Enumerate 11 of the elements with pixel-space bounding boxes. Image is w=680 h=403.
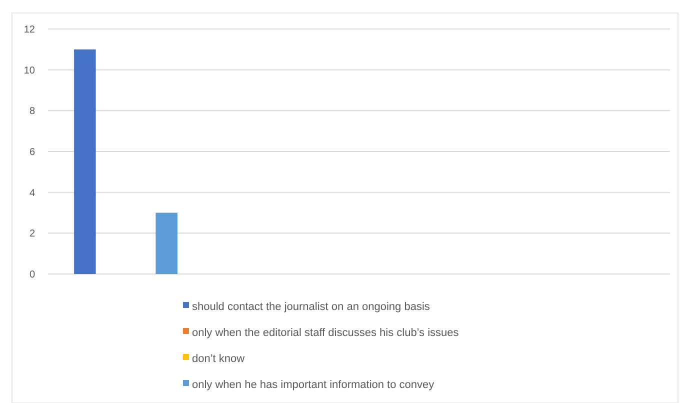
y-tick-label: 0	[29, 270, 36, 280]
y-tick-label: 10	[24, 65, 36, 76]
y-tick-label: 8	[29, 106, 36, 118]
y-tick-label: 2	[29, 228, 36, 240]
legend-label: only when the editorial staff discusses his club’s issues	[192, 326, 460, 339]
y-tick-label: 12	[24, 24, 36, 36]
y-tick-label: 4	[29, 188, 36, 199]
legend-label: don’t know	[192, 352, 245, 365]
y-tick-label: 6	[29, 147, 36, 158]
legend-label: only when he has important information to convey	[192, 378, 435, 391]
legend-label: should contact the journalist on an ongoing basis	[192, 300, 430, 313]
